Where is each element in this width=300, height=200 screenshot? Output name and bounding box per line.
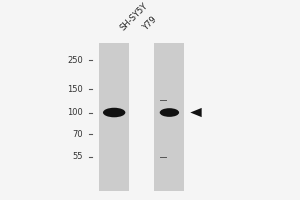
Ellipse shape bbox=[103, 108, 125, 117]
Ellipse shape bbox=[160, 108, 179, 117]
Text: Y79: Y79 bbox=[141, 15, 158, 33]
Bar bbox=[99, 43, 129, 191]
Polygon shape bbox=[190, 108, 202, 117]
Text: 100: 100 bbox=[67, 108, 83, 117]
Text: 250: 250 bbox=[67, 56, 83, 65]
Text: SH-SY5Y: SH-SY5Y bbox=[118, 1, 149, 33]
Text: 150: 150 bbox=[67, 85, 83, 94]
Text: 55: 55 bbox=[72, 152, 83, 161]
Text: 70: 70 bbox=[72, 130, 83, 139]
Bar bbox=[154, 43, 184, 191]
